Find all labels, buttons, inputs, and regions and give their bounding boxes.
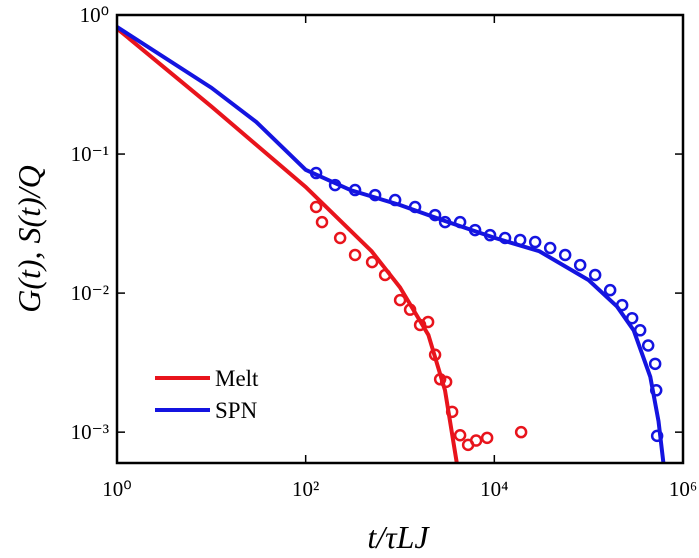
data-point [453, 215, 467, 229]
x-tick-label: 10⁶ [669, 477, 697, 501]
data-point [421, 315, 435, 329]
data-point [438, 215, 452, 229]
data-point [603, 283, 617, 297]
data-point [514, 425, 528, 439]
data-point [388, 193, 402, 207]
data-point [480, 431, 494, 445]
data-point [453, 428, 467, 442]
data-point [573, 258, 587, 272]
data-point [348, 248, 362, 262]
data-point [650, 429, 664, 443]
x-tick-label: 10² [292, 477, 319, 501]
axes-frame [115, 13, 685, 465]
x-tick-label: 10⁴ [480, 477, 508, 501]
x-axis-label: t/τLJ [367, 519, 430, 555]
series-layer [117, 25, 666, 463]
data-point [428, 208, 442, 222]
data-point [348, 183, 362, 197]
y-tick-label: 10⁻² [71, 281, 109, 305]
x-tick-label: 10⁰ [102, 477, 131, 501]
y-tick-label: 10⁻³ [71, 420, 109, 444]
data-point [309, 200, 323, 214]
data-point [615, 298, 629, 312]
data-point [439, 375, 453, 389]
data-point [558, 248, 572, 262]
data-point [333, 231, 347, 245]
legend-label: Melt [215, 366, 259, 391]
data-point [393, 293, 407, 307]
data-point [403, 303, 417, 316]
y-tick-label: 10⁰ [80, 3, 109, 27]
data-point [433, 373, 447, 386]
data-point [498, 231, 512, 245]
data-point [648, 357, 662, 371]
data-point [368, 188, 382, 202]
data-point [365, 255, 379, 269]
data-point [468, 223, 482, 237]
data-point [513, 233, 527, 247]
data-point [649, 384, 663, 397]
data-point [408, 200, 422, 214]
data-point [543, 241, 557, 255]
legend-label: SPN [215, 398, 258, 423]
data-point [633, 324, 647, 337]
data-point [428, 348, 442, 362]
data-point [309, 166, 323, 180]
data-point [588, 268, 602, 282]
y-tick-label: 10⁻¹ [71, 142, 109, 166]
data-point [328, 178, 342, 192]
data-point [469, 434, 483, 447]
data-point [625, 311, 639, 325]
data-point [483, 228, 497, 242]
data-point [641, 339, 655, 352]
data-point [445, 405, 459, 419]
y-axis-label: G(t), S(t)/Q [11, 165, 47, 313]
data-point [315, 215, 329, 229]
data-point [528, 235, 542, 249]
data-point [378, 268, 392, 282]
